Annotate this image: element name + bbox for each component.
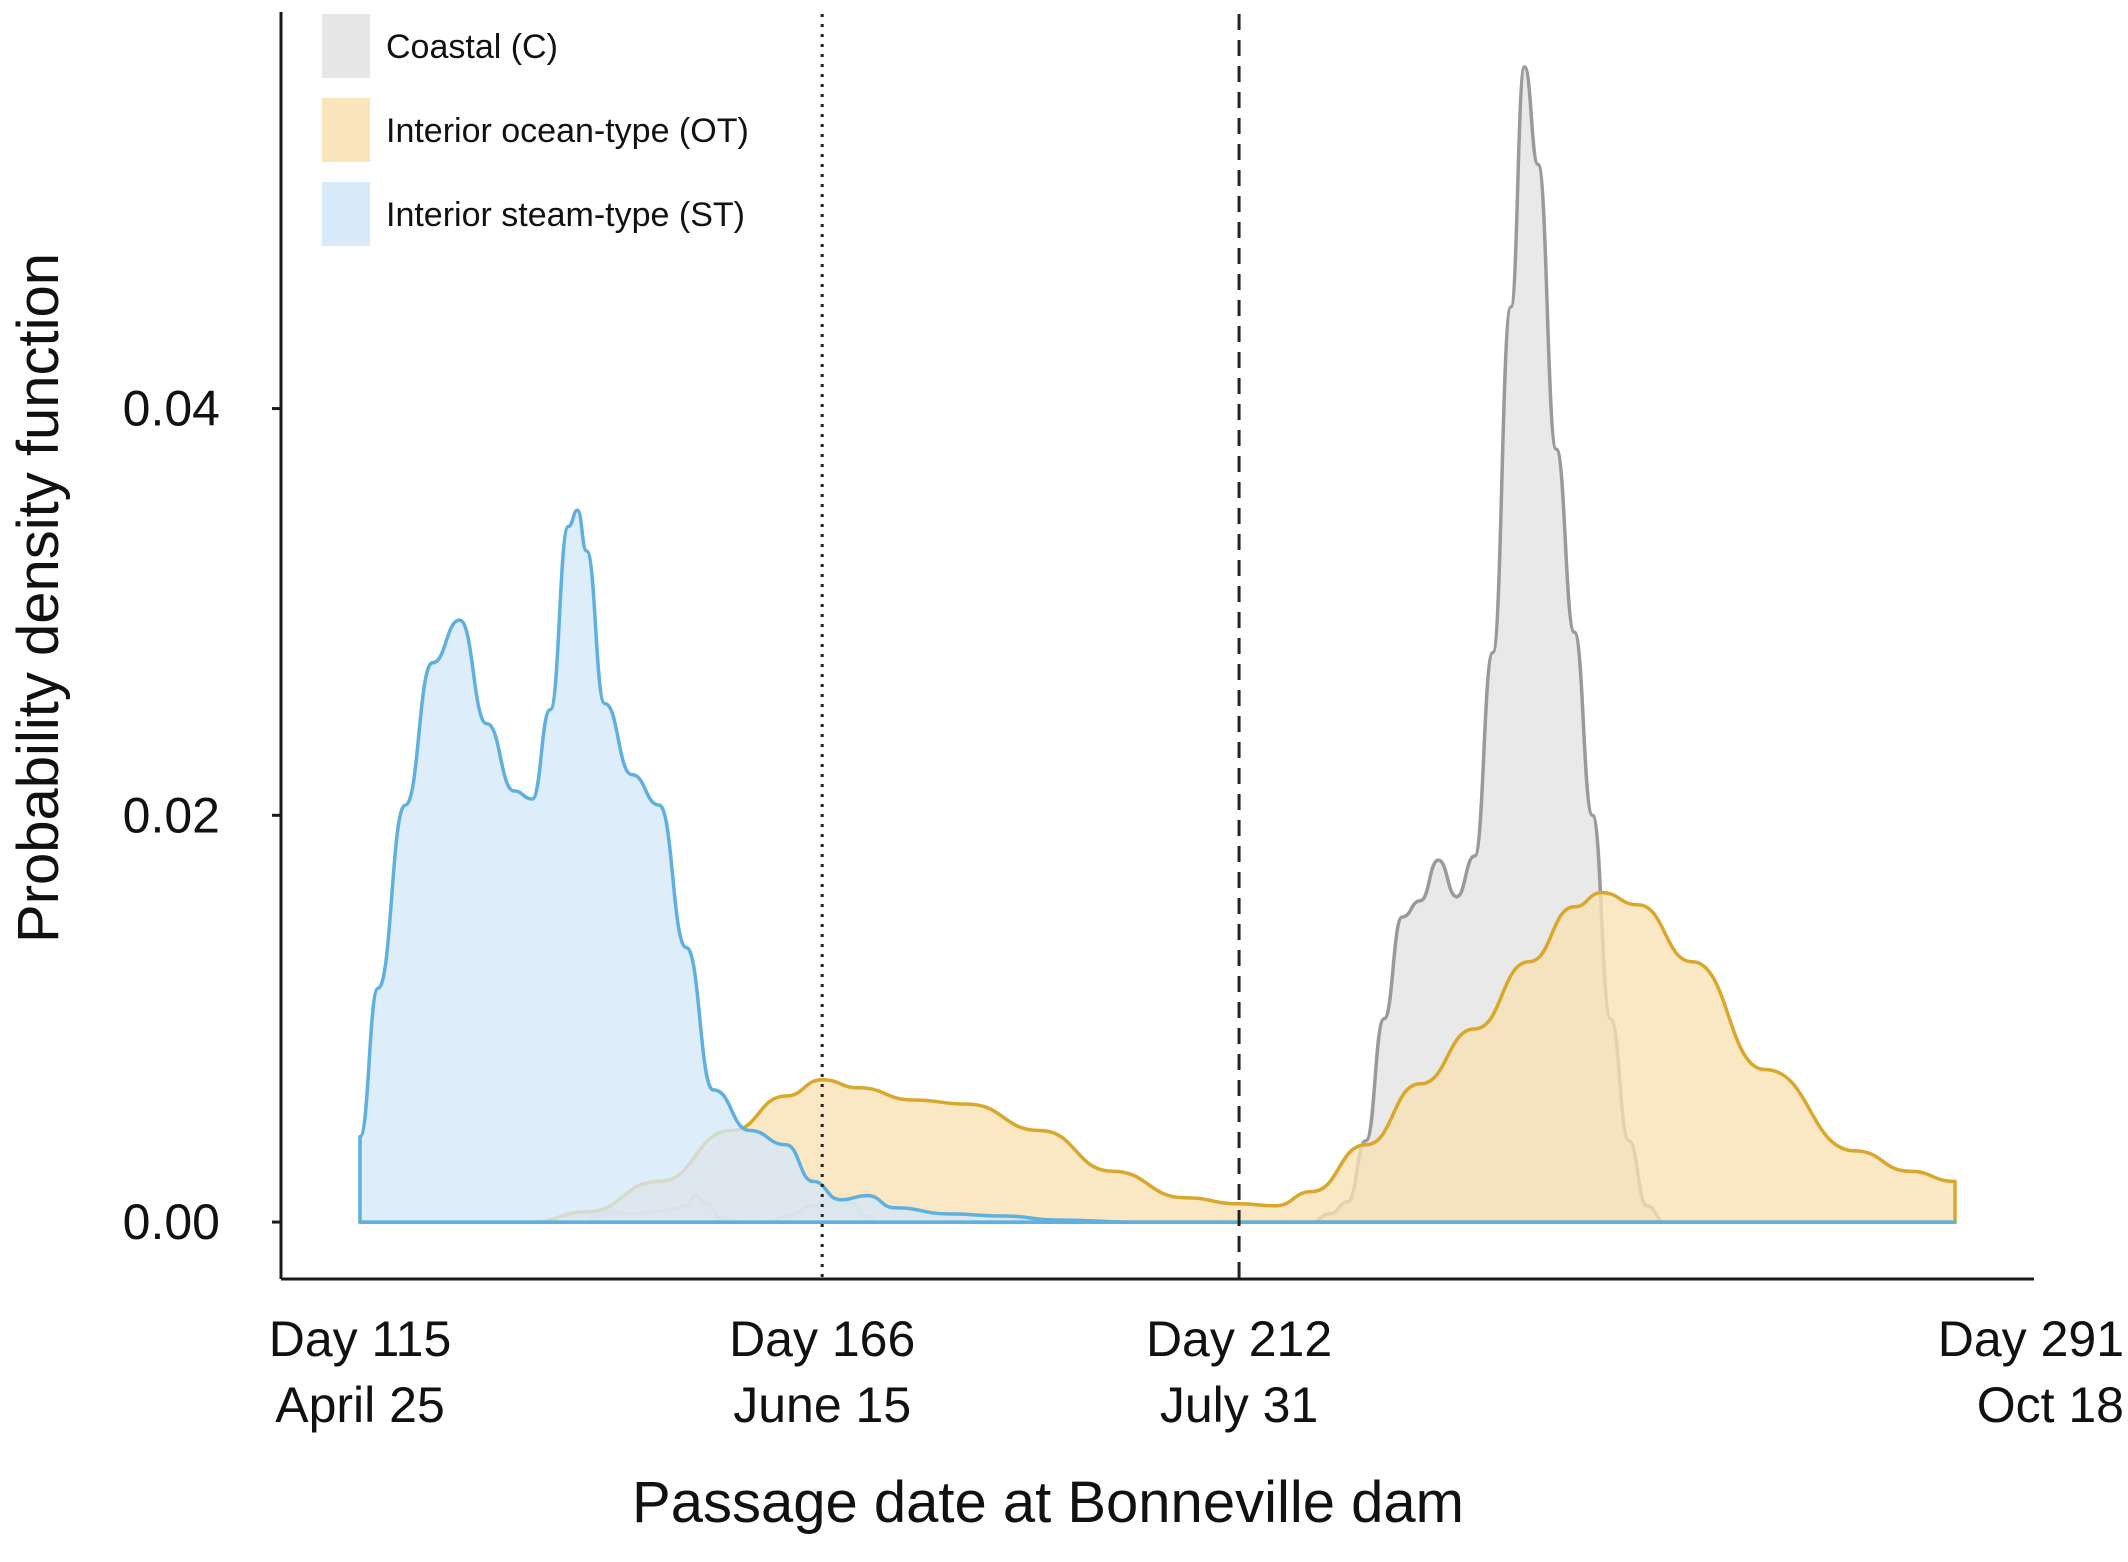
y-tick-label: 0.00 xyxy=(123,1194,220,1250)
axes xyxy=(279,12,2034,1281)
y-tick-label: 0.02 xyxy=(123,787,220,843)
x-tick-label-date: April 25 xyxy=(275,1377,445,1433)
reference-lines xyxy=(820,14,1241,1279)
legend-swatch-coastal-c xyxy=(322,14,370,78)
x-tick-label-day: Day 212 xyxy=(1146,1311,1332,1367)
x-tick-label-date: Oct 18 xyxy=(1977,1377,2124,1433)
legend: Coastal (C) Interior ocean-type (OT) Inter… xyxy=(322,14,749,246)
y-axis-title: Probability density function xyxy=(6,253,71,943)
legend-swatch-interior-ocean-type-ot xyxy=(322,98,370,162)
y-ticks: 0.00 0.02 0.04 xyxy=(123,381,281,1250)
legend-label-coastal-c: Coastal (C) xyxy=(386,28,558,66)
x-tick-label-date: July 31 xyxy=(1160,1377,1318,1433)
x-tick-label-day: Day 166 xyxy=(729,1311,915,1367)
x-axis-title: Passage date at Bonneville dam xyxy=(632,1470,1464,1535)
area-interior-steam-type-st xyxy=(358,508,1957,1224)
y-tick-label: 0.04 xyxy=(123,381,220,437)
x-tick-label-day: Day 291 xyxy=(1938,1311,2124,1367)
x-tick-label-date: June 15 xyxy=(733,1377,911,1433)
legend-swatch-interior-steam-type-st xyxy=(322,182,370,246)
legend-label-interior-steam-type-st: Interior steam-type (ST) xyxy=(386,196,745,234)
series-layer xyxy=(358,65,1957,1224)
x-ticks: Day 115 April 25 Day 166 June 15 Day 212 July… xyxy=(269,1311,2124,1433)
x-tick-label-day: Day 115 xyxy=(269,1311,452,1367)
legend-label-interior-ocean-type-ot: Interior ocean-type (OT) xyxy=(386,112,749,150)
